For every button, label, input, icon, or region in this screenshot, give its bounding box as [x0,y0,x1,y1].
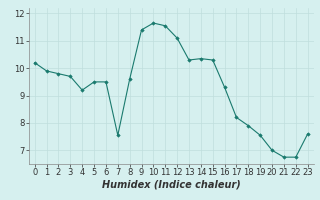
X-axis label: Humidex (Indice chaleur): Humidex (Indice chaleur) [102,180,241,190]
